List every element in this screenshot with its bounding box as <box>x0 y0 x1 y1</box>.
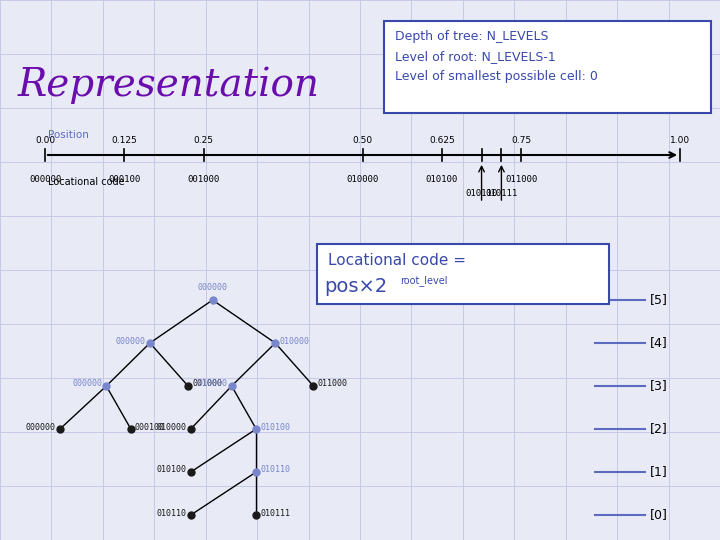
FancyBboxPatch shape <box>384 21 711 113</box>
Text: 001000: 001000 <box>192 380 222 388</box>
Text: [1]: [1] <box>650 465 667 478</box>
Text: 011000: 011000 <box>505 175 537 184</box>
Text: 010100: 010100 <box>260 422 290 431</box>
Text: 010000: 010000 <box>346 175 379 184</box>
Text: [0]: [0] <box>650 509 668 522</box>
Text: 010110: 010110 <box>157 509 186 517</box>
Text: Representation: Representation <box>18 66 320 104</box>
Text: root_level: root_level <box>400 275 448 286</box>
Text: [4]: [4] <box>650 336 667 349</box>
Text: 010100: 010100 <box>426 175 458 184</box>
Text: [5]: [5] <box>650 294 668 307</box>
Text: 000000: 000000 <box>116 336 146 346</box>
Text: 000100: 000100 <box>108 175 140 184</box>
Text: 000000: 000000 <box>72 380 102 388</box>
Text: 011000: 011000 <box>318 380 348 388</box>
Text: 010110: 010110 <box>260 465 290 475</box>
Text: 0.50: 0.50 <box>352 136 372 145</box>
Text: 010000: 010000 <box>198 380 228 388</box>
Text: 010111: 010111 <box>485 189 518 198</box>
Text: [3]: [3] <box>650 380 667 393</box>
Text: 000100: 000100 <box>135 422 165 431</box>
Text: [2]: [2] <box>650 422 667 435</box>
Text: pos×2: pos×2 <box>324 277 387 296</box>
Text: 000000: 000000 <box>26 422 56 431</box>
Text: 0.75: 0.75 <box>511 136 531 145</box>
Text: Position: Position <box>48 130 89 140</box>
Text: Locational code =: Locational code = <box>328 253 466 268</box>
Text: 010000: 010000 <box>279 336 310 346</box>
Text: 010000: 010000 <box>157 422 186 431</box>
Text: 0.625: 0.625 <box>429 136 455 145</box>
Text: 0.125: 0.125 <box>112 136 138 145</box>
Text: 000000: 000000 <box>29 175 61 184</box>
Text: 010110: 010110 <box>465 189 498 198</box>
Text: 000000: 000000 <box>197 283 228 292</box>
Text: 0.25: 0.25 <box>194 136 214 145</box>
Text: 0.00: 0.00 <box>35 136 55 145</box>
Text: 010111: 010111 <box>260 509 290 517</box>
Text: 1.00: 1.00 <box>670 136 690 145</box>
Text: Depth of tree: N_LEVELS
Level of root: N_LEVELS-1
Level of smallest possible cel: Depth of tree: N_LEVELS Level of root: N… <box>395 30 598 83</box>
Text: 010100: 010100 <box>157 465 186 475</box>
Text: 001000: 001000 <box>188 175 220 184</box>
FancyBboxPatch shape <box>317 244 609 304</box>
Text: Locational code: Locational code <box>48 177 125 187</box>
